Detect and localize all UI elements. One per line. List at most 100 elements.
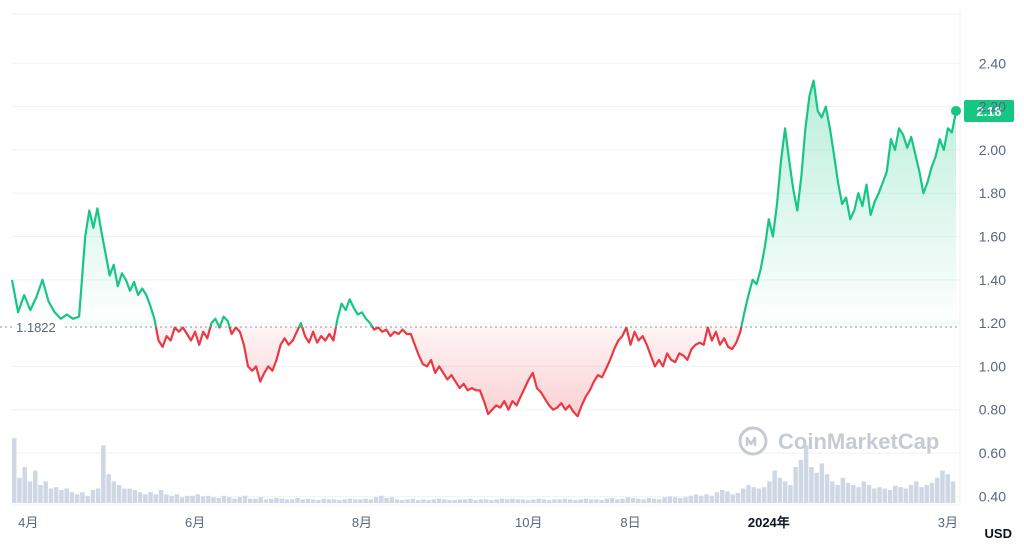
volume-bar bbox=[903, 488, 908, 503]
price-line-up bbox=[10, 79, 958, 327]
volume-bar bbox=[405, 499, 410, 503]
volume-bar bbox=[331, 499, 337, 503]
volume-bar bbox=[641, 499, 646, 503]
volume-bar bbox=[415, 500, 421, 503]
volume-bar bbox=[667, 496, 672, 503]
x-tick-label: 10月 bbox=[515, 515, 542, 530]
volume-bar bbox=[929, 482, 935, 503]
volume-bar bbox=[227, 497, 232, 503]
volume-bar bbox=[573, 500, 578, 503]
volume-bar bbox=[646, 497, 652, 503]
volume-bar bbox=[116, 485, 122, 503]
volume-bar bbox=[861, 481, 867, 503]
volume-bar bbox=[206, 495, 211, 503]
volume-bar bbox=[557, 499, 562, 503]
volume-bar bbox=[101, 445, 106, 503]
x-tick-label: 3月 bbox=[938, 515, 958, 530]
volume-bar bbox=[525, 500, 531, 503]
y-tick-label: 1.80 bbox=[979, 185, 1006, 201]
volume-bar bbox=[185, 495, 190, 503]
volume-bar bbox=[59, 490, 64, 503]
volume-bar bbox=[893, 485, 898, 503]
volume-bar bbox=[284, 499, 290, 503]
volume-bar bbox=[80, 492, 85, 503]
volume-bar bbox=[683, 497, 688, 503]
volume-bar bbox=[90, 490, 96, 503]
volume-bar bbox=[898, 487, 903, 503]
volume-bar bbox=[53, 487, 59, 503]
volume-bar bbox=[169, 495, 174, 503]
volume-bar bbox=[132, 490, 138, 503]
volume-bar bbox=[158, 490, 164, 503]
volume-bar bbox=[442, 499, 447, 503]
volume-bar bbox=[153, 494, 159, 503]
volume-bar bbox=[216, 497, 221, 503]
volume-bar bbox=[688, 495, 693, 503]
volume-bar bbox=[263, 499, 269, 503]
volume-bar bbox=[720, 490, 725, 503]
volume-bar bbox=[950, 481, 956, 503]
volume-bar bbox=[767, 481, 772, 503]
y-tick-label: 1.60 bbox=[979, 229, 1006, 245]
volume-bars bbox=[12, 438, 956, 503]
volume-bar bbox=[248, 498, 253, 503]
volume-bar bbox=[368, 499, 374, 503]
volume-bar bbox=[510, 498, 515, 503]
volume-bar bbox=[274, 497, 279, 503]
volume-bar bbox=[489, 500, 494, 503]
volume-bar bbox=[200, 496, 206, 503]
volume-bar bbox=[468, 498, 473, 503]
y-tick-label: 0.40 bbox=[979, 488, 1006, 504]
volume-bar bbox=[520, 499, 526, 503]
volume-bar bbox=[32, 470, 38, 503]
volume-bar bbox=[358, 499, 363, 503]
volume-bar bbox=[69, 492, 75, 503]
area-above-baseline bbox=[12, 80, 956, 327]
volume-bar bbox=[730, 494, 735, 503]
volume-bar bbox=[693, 494, 699, 503]
watermark-text: CoinMarketCap bbox=[778, 429, 939, 454]
volume-bar bbox=[835, 485, 840, 503]
volume-bar bbox=[940, 470, 945, 503]
y-tick-label: 2.00 bbox=[979, 142, 1006, 158]
volume-bar bbox=[919, 487, 924, 503]
volume-bar bbox=[137, 492, 143, 503]
y-tick-label: 1.40 bbox=[979, 272, 1006, 288]
volume-bar bbox=[541, 499, 547, 503]
volume-bar bbox=[38, 485, 43, 503]
volume-bar bbox=[609, 497, 615, 503]
price-line-down bbox=[154, 326, 743, 418]
volume-bar bbox=[620, 498, 625, 503]
volume-bar bbox=[531, 499, 536, 503]
volume-bar bbox=[253, 498, 258, 503]
volume-bar bbox=[436, 498, 442, 503]
volume-bar bbox=[740, 488, 746, 503]
volume-bar bbox=[452, 500, 457, 503]
volume-bar bbox=[211, 497, 216, 503]
volume-bar bbox=[389, 497, 395, 503]
volume-bar bbox=[777, 477, 783, 503]
volume-bar bbox=[746, 485, 751, 503]
volume-bar bbox=[12, 438, 17, 503]
x-tick-label: 6月 bbox=[185, 515, 205, 530]
volume-bar bbox=[17, 477, 22, 503]
x-axis-ticks: 4月 6月 8月 10月 8日 2024年 3月 bbox=[18, 515, 958, 530]
volume-bar bbox=[431, 499, 436, 503]
currency-unit-label: USD bbox=[985, 526, 1012, 541]
y-tick-label: 0.80 bbox=[979, 402, 1006, 418]
volume-bar bbox=[662, 497, 667, 503]
volume-bar bbox=[457, 499, 463, 503]
volume-bar bbox=[232, 498, 237, 503]
volume-bar bbox=[64, 488, 69, 503]
volume-bar bbox=[583, 498, 589, 503]
volume-bar bbox=[588, 499, 594, 503]
volume-bar bbox=[473, 500, 478, 503]
volume-bar bbox=[426, 500, 431, 503]
volume-bar bbox=[295, 497, 300, 503]
y-axis-ticks: 0.40 0.60 0.80 1.00 1.20 1.40 1.60 1.80 2.00 2.20… bbox=[979, 55, 1006, 504]
last-price-dot[interactable] bbox=[951, 105, 961, 116]
baseline-label-background bbox=[12, 317, 64, 336]
volume-bar bbox=[840, 477, 846, 503]
volume-bar bbox=[756, 488, 762, 503]
